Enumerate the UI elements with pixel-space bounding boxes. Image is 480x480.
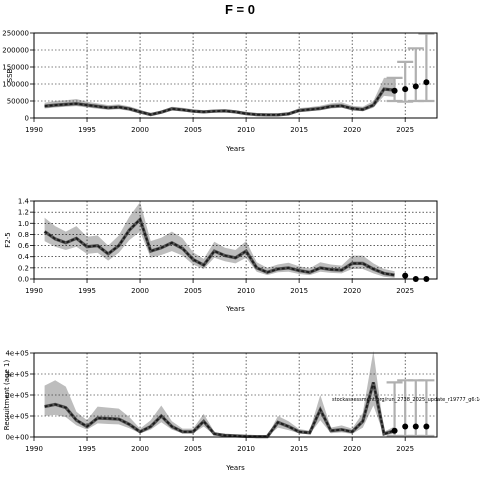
x-tick-label: 2025 [396,126,414,134]
x-tick-label: 1995 [78,445,96,453]
x-axis-label: Years [225,464,245,472]
x-tick-label: 2015 [290,126,308,134]
source-annotation: stockassessment.org/run_2738_2025_update… [332,397,480,403]
y-tick-label: 0 [25,115,29,123]
x-tick-label: 2015 [290,287,308,295]
y-tick-label: 0e+00 [5,434,29,442]
y-axis-label: SSB [6,68,14,82]
plot-frame [33,200,438,280]
x-tick-label: 2000 [131,126,149,134]
y-tick-label: 0.2 [18,264,29,272]
x-tick-label: 2025 [396,287,414,295]
page-title: F = 0 [225,2,255,17]
x-tick-label: 2025 [396,445,414,453]
confidence-band [44,202,395,278]
x-tick-label: 1990 [25,287,43,295]
projection-point [412,423,419,430]
x-axis-label: Years [225,145,245,153]
plot-frame [33,32,438,119]
x-tick-label: 2000 [131,445,149,453]
f-panel: 1990 1995 2000 2005 2010 2015 2020 2025 0.0 0.2 0.… [4,198,438,313]
confidence-band [44,350,395,437]
x-tick-label: 1995 [78,287,96,295]
y-tick-label: 100000 [2,81,29,89]
x-tick-label: 1995 [78,126,96,134]
y-tick-label: 200000 [2,47,29,55]
estimate-line-dashed [44,382,395,438]
y-tick-label: 2e+05 [5,392,29,400]
y-tick-label: 0.0 [18,276,29,284]
x-tick-label: 2000 [131,287,149,295]
projection-point [402,423,409,430]
x-tick-label: 2005 [184,126,202,134]
y-tick-label: 50000 [7,98,29,106]
y-tick-label: 0.6 [18,242,30,250]
y-tick-label: 1e+05 [5,413,29,421]
y-tick-label: 3e+05 [5,371,29,379]
x-axis-label: Years [225,305,245,313]
x-tick-label: 2010 [237,287,255,295]
x-tick-label: 2005 [184,445,202,453]
projection-point [423,79,430,86]
projection-point [402,272,409,279]
ssb-panel: 1990 1995 2000 2005 2010 2015 2020 2025 0 50000 10… [2,30,438,153]
recruitment-panel: 1990 1995 2000 2005 2010 2015 2020 2025 0e+00 1e+… [3,350,480,473]
y-axis-label: Recruitment (age 1) [3,360,11,431]
estimate-line-dashed [44,88,395,116]
y-tick-label: 0.8 [18,231,29,239]
projection-point [391,87,398,94]
x-tick-label: 2010 [237,126,255,134]
y-axis-label: F2-5 [4,232,12,247]
y-tick-label: 1.2 [18,209,29,217]
y-tick-label: 1.0 [18,220,29,228]
y-tick-label: 250000 [2,30,29,38]
projection-point [423,423,430,430]
y-tick-label: 4e+05 [5,350,29,358]
projection-point [391,427,398,434]
estimate-line-dashed [44,217,395,276]
y-tick-label: 0.4 [18,253,30,261]
y-tick-label: 1.4 [18,198,30,206]
projection-point [402,86,409,93]
x-tick-label: 2020 [343,126,361,134]
x-tick-label: 2010 [237,445,255,453]
x-tick-label: 1990 [25,126,43,134]
x-tick-label: 2005 [184,287,202,295]
projection-point [412,83,419,90]
x-tick-label: 2015 [290,445,308,453]
y-tick-label: 150000 [2,64,29,72]
x-tick-label: 1990 [25,445,43,453]
x-tick-label: 2020 [343,287,361,295]
x-tick-label: 2020 [343,445,361,453]
